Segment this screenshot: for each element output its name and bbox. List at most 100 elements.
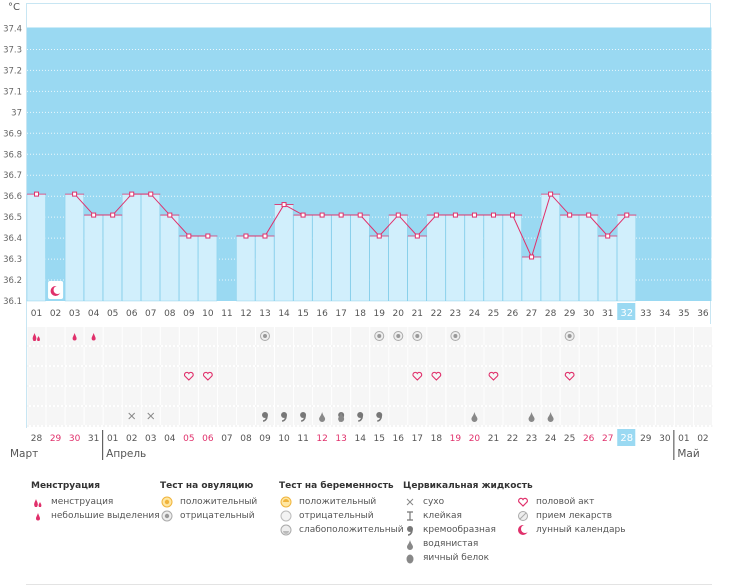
legend-label: слабоположительный [299,525,404,535]
marker-cell [198,367,217,385]
marker-cell [179,387,198,405]
temperature-bar [464,214,484,302]
day-label: 06 [126,309,138,319]
marker-cell [370,387,389,405]
creamy-icon [300,412,307,422]
day-label: 05 [107,309,118,319]
date-label: 30 [659,434,671,444]
temperature-bar [274,204,294,302]
cross-icon [403,496,417,508]
marker-cell [389,367,408,385]
data-point [357,212,363,218]
temperature-bar [521,256,541,302]
marker-cell [617,367,636,385]
watery-icon [338,412,345,422]
temperature-bar [64,193,84,302]
date-label: 04 [164,434,176,444]
day-label: 08 [164,309,176,319]
date-label: 10 [278,434,290,444]
date-label: 22 [507,434,518,444]
date-label: 07 [221,434,232,444]
date-label: 12 [316,434,327,444]
marker-cell [503,327,522,345]
heart-icon [516,496,530,508]
month-label: Май [677,448,699,460]
creamy-icon [357,412,364,422]
marker-cell [332,387,351,405]
marker-cell [541,327,560,345]
temperature-bar [121,193,141,302]
marker-cell [579,347,598,365]
day-label: 30 [583,309,595,319]
temperature-bar [26,193,46,302]
day-label: 26 [507,309,519,319]
y-tick-label: 36.3 [3,255,22,265]
legend-label: отрицательный [299,511,374,521]
y-tick-label: 37.4 [3,25,22,35]
marker-cell [427,387,446,405]
marker-cell [65,367,84,385]
marker-cell [560,367,579,385]
marker-cell [332,367,351,385]
marker-cell [179,407,198,425]
marker-cell [236,387,255,405]
marker-cell [465,367,484,385]
marker-cell [27,407,46,425]
divider [26,584,712,585]
data-point [490,212,496,218]
marker-cell [446,387,465,405]
test-negative-icon [412,331,423,341]
temperature-bar [141,193,160,302]
data-point [414,233,420,239]
marker-cell [46,387,65,405]
marker-cell [141,327,160,345]
marker-cell [541,347,560,365]
watery-icon [319,412,326,422]
marker-cell [427,367,446,385]
marker-cell [465,347,484,365]
legend-other: половой акт прием лекарств лунный календ… [516,495,626,537]
watery-icon [471,412,478,422]
temperature-bar [388,214,408,302]
day-label: 18 [354,309,366,319]
day-label: 22 [431,309,442,319]
legend-item: отрицательный [160,509,257,523]
marker-cell [655,327,674,345]
test-positive-icon [160,496,174,508]
legend-label: яичный белок [423,553,490,563]
heart-icon [564,371,575,381]
menstruation-icon [31,496,45,508]
marker-cell [294,387,313,405]
marker-cell [522,347,541,365]
temperature-bar [483,214,503,302]
marker-cell [160,327,179,345]
marker-cell [122,347,141,365]
date-label: 25 [564,434,575,444]
day-label: 10 [202,309,214,319]
marker-cell [332,327,351,345]
marker-cell [579,367,598,385]
date-label: 26 [583,434,595,444]
marker-cell [465,327,484,345]
test-negative-icon [450,331,461,341]
y-tick-label: 37 [11,108,22,118]
sticky-icon [403,510,417,522]
eggwhite-icon [403,552,417,564]
marker-cell [84,347,103,365]
legend-item: слабоположительный [279,523,404,537]
date-label: 23 [526,434,537,444]
day-label: 15 [297,309,308,319]
marker-cell [122,387,141,405]
marker-cell [522,327,541,345]
marker-cell [122,367,141,385]
watery-icon [547,412,554,422]
current-day-highlight [617,303,636,320]
legend-label: менструация [51,497,114,507]
data-point [376,233,382,239]
data-point [529,254,535,260]
legend-item: отрицательный [279,509,404,523]
marker-cell [160,347,179,365]
marker-cell [351,327,370,345]
marker-cell [655,367,674,385]
temperature-bar [236,235,256,302]
